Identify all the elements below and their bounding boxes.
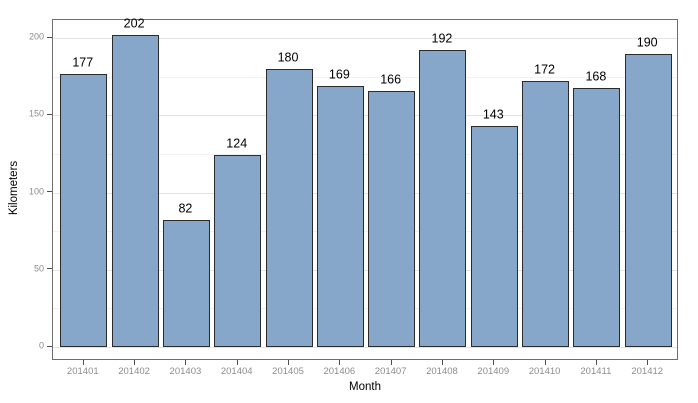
- x-tick-label: 201410: [528, 366, 561, 377]
- bar-value-label: 166: [380, 71, 402, 86]
- gridline-major: [53, 347, 677, 348]
- bar: [573, 87, 621, 347]
- x-tick: [236, 360, 238, 365]
- bar-value-label: 124: [226, 136, 248, 151]
- gridline-major: [53, 269, 677, 271]
- y-tick-label: 50: [33, 263, 44, 274]
- x-tick-label: 201412: [631, 366, 664, 377]
- y-tick: [47, 345, 52, 347]
- bar-value-label: 172: [534, 62, 556, 77]
- x-tick-label: 201404: [220, 366, 253, 377]
- x-tick: [647, 360, 649, 365]
- x-tick: [544, 360, 546, 365]
- bar-value-label: 143: [482, 107, 504, 122]
- x-tick: [82, 360, 84, 365]
- y-tick: [47, 36, 52, 38]
- bar: [624, 53, 672, 347]
- bar: [60, 73, 108, 347]
- plot-panel: [52, 19, 678, 360]
- bar-value-label: 169: [328, 67, 350, 82]
- bar-value-label: 202: [123, 16, 145, 31]
- y-tick-label: 100: [28, 186, 44, 197]
- x-tick-label: 201408: [426, 366, 458, 377]
- gridline-major: [53, 38, 677, 40]
- y-tick: [47, 191, 52, 193]
- bar: [162, 220, 210, 347]
- x-tick-label: 201403: [169, 366, 202, 377]
- bar: [214, 155, 262, 347]
- bar: [368, 90, 416, 347]
- x-tick-label: 201411: [580, 366, 612, 377]
- y-tick: [47, 113, 52, 115]
- gridline-major: [53, 192, 677, 194]
- x-tick: [493, 360, 495, 365]
- x-tick-label: 201409: [477, 366, 510, 377]
- bar-value-label: 168: [585, 68, 607, 83]
- x-tick-label: 201406: [323, 366, 356, 377]
- bar: [111, 34, 159, 347]
- bar-value-label: 82: [178, 201, 193, 216]
- y-tick-label: 150: [28, 108, 44, 119]
- x-tick: [595, 360, 597, 365]
- x-tick: [134, 360, 136, 365]
- gridline-minor: [53, 153, 677, 155]
- x-tick: [441, 360, 443, 365]
- bar: [265, 68, 313, 347]
- y-tick-label: 200: [28, 31, 44, 42]
- x-tick-label: 201402: [118, 366, 150, 377]
- bar-value-label: 180: [277, 50, 299, 65]
- x-tick-label: 201405: [272, 366, 304, 377]
- bar-value-label: 177: [72, 54, 94, 69]
- x-tick: [185, 360, 187, 365]
- x-tick-label: 201407: [374, 366, 407, 377]
- bar-value-label: 192: [431, 31, 453, 46]
- y-tick-label: 0: [38, 340, 44, 351]
- x-tick: [339, 360, 341, 365]
- bar: [419, 50, 467, 347]
- x-tick: [390, 360, 392, 365]
- bar-value-label: 190: [636, 34, 658, 49]
- y-tick: [47, 268, 52, 270]
- x-tick-label: 201401: [66, 366, 99, 377]
- x-axis-title: Month: [349, 381, 381, 393]
- gridline-major: [53, 115, 677, 117]
- gridline-minor: [53, 76, 677, 78]
- bar: [470, 126, 518, 347]
- x-tick: [288, 360, 290, 365]
- bar: [522, 81, 570, 347]
- gridline-minor: [53, 231, 677, 233]
- bar: [316, 85, 364, 347]
- gridline-minor: [53, 308, 677, 310]
